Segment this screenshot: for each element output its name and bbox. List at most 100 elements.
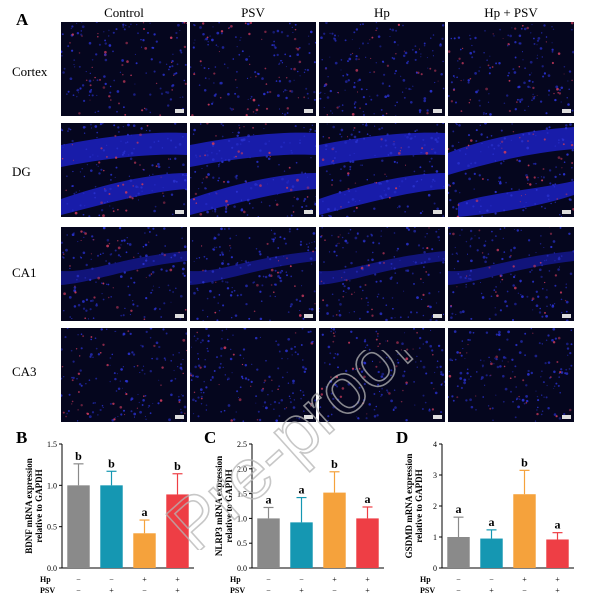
chart-svg: BDNF mRNA expression relative to GAPDH 0.0…	[24, 440, 194, 595]
bar-hp-psv	[166, 494, 189, 568]
micrograph-ca3-hp-psv	[448, 328, 574, 422]
hp-condition-mark: −	[266, 575, 271, 584]
micrograph-ca1-psv	[190, 227, 316, 321]
y-axis-label: GSDMD mRNA expression	[404, 454, 414, 559]
row-header-cortex: Cortex	[12, 64, 48, 79]
bar-hp	[323, 492, 346, 568]
hp-condition-mark: −	[456, 575, 461, 584]
chart-bdnf: BDNF mRNA expression relative to GAPDH 0.0…	[22, 432, 202, 603]
y-tick-label: 1.5	[47, 440, 57, 449]
hp-row-label: Hp	[420, 575, 431, 584]
column-header-control: Control	[104, 5, 144, 20]
micrograph-dg-psv	[190, 123, 316, 217]
psv-condition-mark: −	[142, 586, 147, 595]
chart-gsdmd: GSDMD mRNA expression relative to GAPDH 0 1…	[402, 432, 582, 603]
bar-psv	[480, 538, 503, 568]
bar-hp	[513, 494, 536, 568]
panel-d-label: D	[396, 428, 409, 447]
bar-control	[257, 518, 280, 568]
column-header-hp-psv: Hp + PSV	[484, 5, 538, 20]
significance-letter: a	[299, 483, 305, 497]
significance-letter: a	[365, 492, 371, 506]
bar-hp	[133, 533, 156, 568]
y-tick-label: 1.0	[237, 514, 247, 523]
y-tick-label: 1.5	[237, 490, 247, 499]
scale-bar	[562, 210, 571, 214]
y-tick-label: 4	[433, 440, 437, 449]
psv-condition-mark: −	[456, 586, 461, 595]
psv-condition-mark: +	[555, 586, 560, 595]
row-header-dg: DG	[12, 164, 31, 179]
micrograph-cortex-psv	[190, 22, 316, 116]
hp-row-label: Hp	[40, 575, 51, 584]
micrograph-ca1-hp	[319, 227, 445, 321]
micrograph-dg-hp-psv	[448, 123, 574, 217]
row-header-ca3: CA3	[12, 364, 37, 379]
micrograph-ca1-control	[61, 227, 187, 321]
micrograph-cortex-hp	[319, 22, 445, 116]
scale-bar	[562, 415, 571, 419]
scale-bar	[433, 314, 442, 318]
scale-bar	[433, 415, 442, 419]
psv-condition-mark: −	[332, 586, 337, 595]
psv-condition-mark: −	[266, 586, 271, 595]
y-tick-label: 0.0	[47, 564, 57, 573]
psv-row-label: PSV	[420, 586, 435, 595]
y-tick-label: 1.0	[47, 481, 57, 490]
psv-condition-mark: +	[175, 586, 180, 595]
scale-bar	[304, 109, 313, 113]
bar-hp-psv	[356, 518, 379, 568]
scale-bar	[175, 314, 184, 318]
hp-condition-mark: −	[76, 575, 81, 584]
scale-bar	[304, 314, 313, 318]
micrograph-ca1-hp-psv	[448, 227, 574, 321]
hp-condition-mark: −	[299, 575, 304, 584]
y-tick-label: 0	[433, 564, 437, 573]
panel-b-label: B	[16, 428, 28, 447]
y-tick-label: 2.0	[237, 465, 247, 474]
micrograph-cortex-hp-psv	[448, 22, 574, 116]
significance-letter: a	[555, 518, 561, 532]
column-header-hp: Hp	[374, 5, 390, 20]
significance-letter: b	[521, 455, 528, 469]
micrograph-ca3-psv	[190, 328, 316, 422]
bar-psv	[100, 485, 123, 568]
significance-letter: a	[266, 492, 272, 506]
bar-hp-psv	[546, 539, 569, 568]
y-tick-label: 2	[433, 502, 437, 511]
y-tick-label: 1	[433, 533, 437, 542]
hp-condition-mark: −	[109, 575, 114, 584]
scale-bar	[175, 210, 184, 214]
y-axis-label: relative to GAPDH	[414, 469, 424, 542]
scale-bar	[175, 415, 184, 419]
y-tick-label: 0.5	[47, 523, 57, 532]
chart-nlrp3: NLRP3 mRNA expression relative to GAPDH 0.…	[212, 432, 392, 603]
scale-bar	[304, 415, 313, 419]
scale-bar	[175, 109, 184, 113]
scale-bar	[433, 109, 442, 113]
psv-condition-mark: +	[489, 586, 494, 595]
hp-row-label: Hp	[230, 575, 241, 584]
micrograph-ca3-hp	[319, 328, 445, 422]
y-tick-label: 2.5	[237, 440, 247, 449]
scale-bar	[562, 109, 571, 113]
psv-condition-mark: −	[76, 586, 81, 595]
micrograph-ca3-control	[61, 328, 187, 422]
y-tick-label: 0.5	[237, 539, 247, 548]
micrograph-cortex-control	[61, 22, 187, 116]
chart-svg: NLRP3 mRNA expression relative to GAPDH0.…	[214, 440, 384, 595]
significance-letter: a	[142, 505, 148, 519]
hp-condition-mark: +	[365, 575, 370, 584]
micrograph-dg-control	[61, 123, 187, 217]
hp-condition-mark: +	[522, 575, 527, 584]
bar-control	[447, 537, 470, 568]
scale-bar	[433, 210, 442, 214]
micrograph-dg-hp	[319, 123, 445, 217]
psv-row-label: PSV	[40, 586, 55, 595]
y-axis-label: relative to GAPDH	[224, 469, 234, 542]
hp-condition-mark: +	[332, 575, 337, 584]
bar-control	[67, 485, 90, 568]
psv-condition-mark: −	[522, 586, 527, 595]
significance-letter: a	[489, 515, 495, 529]
significance-letter: b	[108, 456, 115, 470]
